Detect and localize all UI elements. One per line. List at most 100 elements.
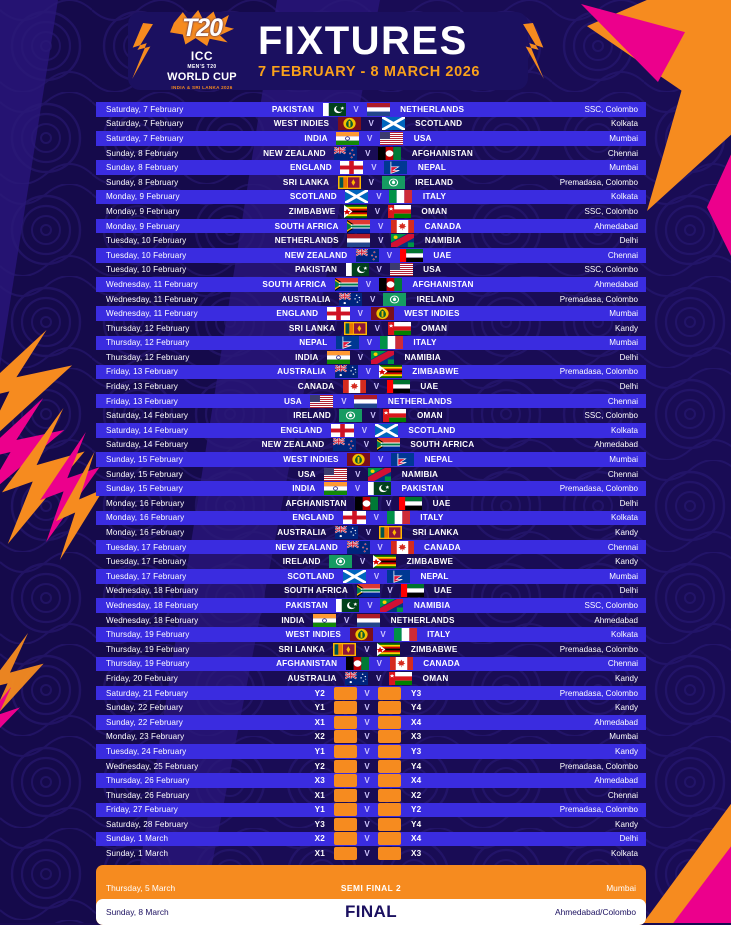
versus-label: V bbox=[376, 659, 382, 669]
team-a-name: IRELAND bbox=[293, 411, 331, 421]
versus-label: V bbox=[364, 834, 370, 844]
team-a-name: NEW ZEALAND bbox=[263, 148, 326, 158]
table-row[interactable]: Wednesday, 11 February ENGLAND V WEST INDIE… bbox=[96, 306, 646, 321]
flag-icon-zimbabwe bbox=[343, 204, 367, 218]
flag-icon-oman bbox=[389, 671, 413, 685]
table-row[interactable]: Sunday, 22 February Y1 V Y4 Kandy bbox=[96, 700, 646, 715]
fixture-date: Sunday, 22 February bbox=[106, 717, 183, 727]
table-row[interactable]: Thursday, 19 February SRI LANKA V ZIMBABWE P… bbox=[96, 642, 646, 657]
flag-icon-italy bbox=[386, 511, 410, 525]
table-row[interactable]: Saturday, 14 February NEW ZEALAND V SOUTH A… bbox=[96, 438, 646, 453]
knockout-venue: Mumbai bbox=[606, 882, 636, 893]
fixture-venue: SSC, Colombo bbox=[584, 411, 638, 421]
table-row[interactable]: Monday, 23 February X2 V X3 Mumbai bbox=[96, 730, 646, 745]
table-row[interactable]: Thursday, 12 February NEPAL V ITALY Mumbai bbox=[96, 335, 646, 351]
table-row[interactable]: Sunday, 8 February ENGLAND V NEPAL Mumbai bbox=[96, 160, 646, 175]
table-row[interactable]: Friday, 13 February CANADA V UAE Delhi bbox=[96, 379, 646, 394]
fixture-date: Saturday, 28 February bbox=[106, 819, 189, 829]
versus-label: V bbox=[364, 819, 370, 829]
team-a-name: X2 bbox=[314, 732, 325, 742]
table-row[interactable]: Sunday, 8 February NEW ZEALAND V AFGHANISTA… bbox=[96, 146, 646, 161]
table-row[interactable]: Thursday, 12 February INDIA V NAMIBIA Delhi bbox=[96, 350, 646, 365]
versus-label: V bbox=[359, 557, 366, 567]
table-row[interactable]: Thursday, 19 February WEST INDIES V ITALY Ko… bbox=[96, 627, 646, 642]
fixture-venue: Kolkata bbox=[611, 119, 638, 129]
fixture-date: Saturday, 7 February bbox=[106, 104, 184, 114]
table-row[interactable]: Saturday, 14 February ENGLAND V SCOTLAND Kol… bbox=[96, 423, 646, 438]
team-a-name: NEW ZEALAND bbox=[261, 440, 325, 450]
flag-icon-italy bbox=[393, 628, 417, 642]
table-row[interactable]: Tuesday, 17 February SCOTLAND V NEPAL Mumbai bbox=[96, 569, 646, 584]
table-row[interactable]: Friday, 13 February USA V NETHERLANDS Chenna… bbox=[96, 393, 646, 409]
flag-icon-canada bbox=[390, 540, 414, 554]
versus-label: V bbox=[343, 615, 350, 625]
table-row[interactable]: Monday, 9 February ZIMBABWE V OMAN SSC, Colo… bbox=[96, 204, 646, 219]
table-row[interactable]: Wednesday, 25 February Y2 V Y4 Premadasa, Co… bbox=[96, 759, 646, 774]
table-row[interactable]: Monday, 9 February SOUTH AFRICA V CANADA Ahm… bbox=[96, 218, 646, 234]
semi-final-row[interactable]: Thursday, 5 March SEMI FINAL 2 Mumbai bbox=[96, 877, 646, 899]
fixture-date: Sunday, 8 February bbox=[106, 148, 179, 158]
team-a-name: WEST INDIES bbox=[283, 455, 339, 465]
table-row[interactable]: Monday, 9 February SCOTLAND V ITALY Kolkata bbox=[96, 189, 646, 205]
flag-icon-west-indies bbox=[347, 453, 371, 467]
table-row[interactable]: Friday, 20 February AUSTRALIA V OMAN Kandy bbox=[96, 671, 646, 686]
flag-icon-zimbabwe bbox=[378, 365, 402, 379]
table-row[interactable]: Wednesday, 18 February INDIA V NETHERLANDS A… bbox=[96, 613, 646, 628]
table-row[interactable]: Saturday, 7 February PAKISTAN V NETHERLANDS… bbox=[96, 102, 646, 117]
table-row[interactable]: Tuesday, 10 February NEW ZEALAND V UAE Chenn… bbox=[96, 247, 646, 263]
table-row[interactable]: Sunday, 1 March X2 V X4 Delhi bbox=[96, 831, 646, 847]
table-row[interactable]: Sunday, 8 February SRI LANKA V IRELAND Prema… bbox=[96, 175, 646, 190]
table-row[interactable]: Saturday, 14 February IRELAND V OMAN SSC, Co… bbox=[96, 408, 646, 423]
table-row[interactable]: Monday, 16 February AUSTRALIA V SRI LANKA Ka… bbox=[96, 525, 646, 540]
team-b-name: Y4 bbox=[411, 761, 422, 771]
table-row[interactable]: Wednesday, 18 February SOUTH AFRICA V UAE De… bbox=[96, 584, 646, 599]
fixture-date: Tuesday, 10 February bbox=[106, 250, 187, 260]
table-row[interactable]: Sunday, 15 February WEST INDIES V NEPAL Mumb… bbox=[96, 452, 646, 467]
flag-icon-new-zealand bbox=[332, 438, 356, 452]
final-row[interactable]: Sunday, 8 March FINAL Ahmedabad/Colombo bbox=[96, 898, 646, 925]
flag-icon-placeholder bbox=[333, 701, 357, 715]
table-row[interactable]: Saturday, 28 February Y3 V Y4 Kandy bbox=[96, 817, 646, 832]
fixture-date: Sunday, 8 February bbox=[106, 177, 179, 187]
table-row[interactable]: Sunday, 1 March X1 V X3 Kolkata bbox=[96, 846, 646, 861]
flag-icon-pakistan bbox=[345, 263, 369, 277]
fixture-venue: Kolkata bbox=[611, 849, 638, 859]
fixture-date: Saturday, 14 February bbox=[106, 440, 189, 450]
team-b-name: NETHERLANDS bbox=[390, 615, 455, 625]
table-row[interactable]: Thursday, 19 February AFGHANISTAN V CANADA C… bbox=[96, 656, 646, 672]
table-row[interactable]: Wednesday, 11 February AUSTRALIA V IRELAND P… bbox=[96, 292, 646, 307]
fixture-date: Saturday, 7 February bbox=[106, 119, 184, 129]
table-row[interactable]: Thursday, 26 February X1 V X2 Chennai bbox=[96, 788, 646, 803]
fixture-date: Saturday, 21 February bbox=[106, 688, 189, 698]
fixture-venue: Mumbai bbox=[609, 338, 638, 348]
team-a-name: SOUTH AFRICA bbox=[284, 586, 349, 596]
team-a-name: AFGHANISTAN bbox=[285, 498, 347, 508]
table-row[interactable]: Friday, 27 February Y1 V Y2 Premadasa, Colom… bbox=[96, 802, 646, 818]
versus-label: V bbox=[364, 688, 370, 698]
table-row[interactable]: Saturday, 7 February INDIA V USA Mumbai bbox=[96, 131, 646, 146]
table-row[interactable]: Monday, 16 February ENGLAND V ITALY Kolkata bbox=[96, 510, 646, 526]
table-row[interactable]: Friday, 13 February AUSTRALIA V ZIMBABWE Pre… bbox=[96, 364, 646, 380]
table-row[interactable]: Tuesday, 10 February NETHERLANDS V NAMIBIA D… bbox=[96, 233, 646, 248]
table-row[interactable]: Saturday, 21 February Y2 V Y3 Premadasa, Col… bbox=[96, 685, 646, 701]
flag-icon-oman bbox=[387, 204, 411, 218]
table-row[interactable]: Tuesday, 17 February NEW ZEALAND V CANADA Ch… bbox=[96, 539, 646, 555]
table-row[interactable]: Tuesday, 10 February PAKISTAN V USA SSC, Col… bbox=[96, 263, 646, 278]
table-row[interactable]: Sunday, 15 February INDIA V PAKISTAN Premada… bbox=[96, 481, 646, 497]
versus-label: V bbox=[367, 133, 373, 143]
table-row[interactable]: Monday, 16 February AFGHANISTAN V UAE Delhi bbox=[96, 496, 646, 511]
table-row[interactable]: Sunday, 15 February USA V NAMIBIA Chennai bbox=[96, 467, 646, 482]
table-row[interactable]: Thursday, 26 February X3 V X4 Ahmedabad bbox=[96, 773, 646, 788]
flag-icon-usa bbox=[389, 263, 413, 277]
team-b-name: AFGHANISTAN bbox=[411, 148, 473, 158]
table-row[interactable]: Tuesday, 24 February Y1 V Y3 Kandy bbox=[96, 744, 646, 759]
team-a-name: SOUTH AFRICA bbox=[274, 221, 339, 231]
table-row[interactable]: Wednesday, 11 February SOUTH AFRICA V AFGHA… bbox=[96, 277, 646, 292]
table-row[interactable]: Thursday, 12 February SRI LANKA V OMAN Kandy bbox=[96, 321, 646, 336]
table-row[interactable]: Sunday, 22 February X1 V X4 Ahmedabad bbox=[96, 714, 646, 730]
table-row[interactable]: Saturday, 7 February WEST INDIES V SCOTLAND… bbox=[96, 117, 646, 132]
table-row[interactable]: Wednesday, 18 February PAKISTAN V NAMIBIA SS… bbox=[96, 598, 646, 613]
team-a-name: USA bbox=[284, 396, 302, 406]
versus-label: V bbox=[354, 484, 361, 494]
table-row[interactable]: Tuesday, 17 February IRELAND V ZIMBABWE Kand… bbox=[96, 554, 646, 569]
